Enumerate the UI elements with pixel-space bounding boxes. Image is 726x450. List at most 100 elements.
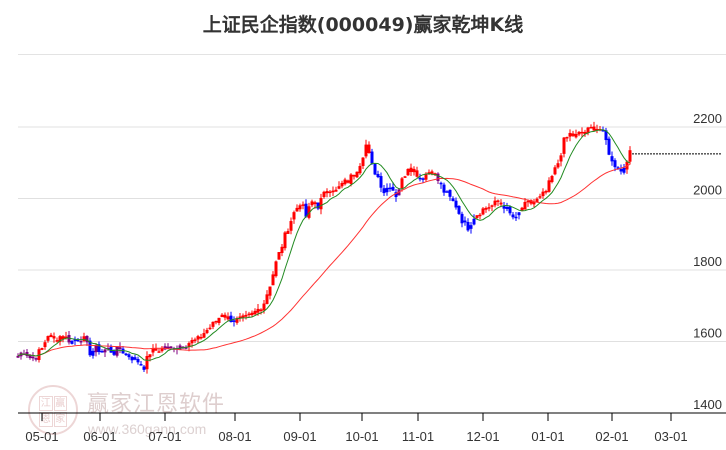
watermark-url: www.360gann.com [88, 421, 207, 437]
candle-body [154, 348, 158, 351]
candle-body [601, 129, 605, 132]
x-tick-label: 03-01 [654, 429, 687, 444]
candle-body [463, 220, 467, 223]
candle-body [43, 342, 47, 348]
y-tick-label: 1800 [693, 254, 722, 269]
candle-body [511, 214, 515, 218]
candle-body [286, 230, 290, 234]
candle-body [328, 191, 332, 194]
candle-body [604, 130, 608, 141]
candle-body [472, 218, 476, 225]
candle-body [229, 315, 233, 323]
y-tick-label: 2000 [693, 183, 722, 198]
candle-body [127, 354, 131, 358]
candle-body [556, 163, 560, 168]
candle-body [628, 150, 632, 162]
candle-body [40, 347, 44, 350]
candle-body [157, 351, 161, 353]
candle-body [454, 200, 458, 208]
candle-body [211, 321, 215, 327]
candle-body [202, 333, 206, 338]
candle-body [94, 345, 98, 353]
candle-body [466, 221, 470, 231]
candle-body [244, 314, 248, 317]
candle-body [550, 175, 554, 183]
candle-body [619, 168, 623, 172]
candle-body [445, 191, 449, 193]
candle-body [235, 317, 239, 323]
x-tick-label: 10-01 [345, 429, 378, 444]
candle-body [124, 353, 128, 356]
candle-body [139, 364, 143, 366]
candle-body [529, 199, 533, 204]
candle-body [394, 192, 398, 198]
candle-body [187, 343, 191, 348]
candle-body [478, 214, 482, 217]
candle-body [199, 337, 203, 339]
x-tick-label: 12-01 [466, 429, 499, 444]
x-axis-ticks: 05-01 06-01 07-01 08-01 09-01 10-01 11-01 12-01… [25, 413, 688, 444]
candle-body [373, 163, 377, 175]
candle-body [334, 189, 338, 192]
candle-body [130, 356, 134, 361]
candle-body [58, 336, 62, 342]
candle-body [361, 157, 365, 167]
candle-body [364, 144, 368, 157]
candle-body [421, 178, 425, 180]
candle-body [193, 339, 197, 341]
candle-body [277, 252, 281, 260]
candle-body [253, 310, 257, 315]
y-axis-labels: 1400 1600 1800 2000 2200 [693, 111, 722, 412]
candle-body [133, 357, 137, 360]
candle-body [577, 131, 581, 135]
x-tick-label: 09-01 [283, 429, 316, 444]
candle-body [523, 201, 527, 210]
candle-body [52, 336, 56, 339]
candle-body [385, 187, 389, 193]
candle-body [514, 216, 518, 219]
ma-long-line [17, 163, 631, 357]
candle-body [100, 351, 104, 353]
watermark-logo-char: 赢 [53, 396, 67, 411]
candle-body [142, 366, 146, 370]
candle-body [415, 170, 419, 177]
candle-body [616, 167, 620, 169]
candle-body [589, 127, 593, 129]
candle-body [358, 166, 362, 174]
candle-body [442, 184, 446, 193]
candle-body [238, 316, 242, 319]
candle-body [136, 359, 140, 363]
candle-body [319, 197, 323, 210]
candle-body [55, 340, 59, 342]
candle-body [412, 168, 416, 173]
candle-body [337, 186, 341, 189]
candle-body [574, 133, 578, 138]
y-tick-label: 2200 [693, 111, 722, 126]
candle-body [499, 202, 503, 205]
candle-body [31, 356, 35, 359]
x-tick-label: 02-01 [595, 429, 628, 444]
candle-body [439, 182, 443, 185]
candle-body [256, 308, 260, 313]
x-tick-label: 01-01 [531, 429, 564, 444]
candle-body [484, 207, 488, 210]
candle-body [226, 316, 230, 320]
candle-body [310, 201, 314, 206]
candle-body [88, 340, 92, 356]
candle-body [247, 313, 251, 316]
candle-body [214, 320, 218, 323]
watermark-logo-icon: 江 赢 恩 家 [28, 385, 78, 435]
x-tick-label: 08-01 [218, 429, 251, 444]
candle-body [262, 303, 266, 311]
candle-body [250, 312, 254, 316]
candle-body [265, 294, 269, 304]
y-tick-label: 1400 [693, 397, 722, 412]
candle-body [418, 177, 422, 180]
chart-title: 上证民企指数(000049)赢家乾坤K线 [202, 14, 524, 36]
candle-body [349, 174, 353, 184]
candle-body [487, 207, 491, 209]
candle-body [451, 198, 455, 201]
candle-body [538, 196, 542, 198]
candle-body [592, 126, 596, 131]
candle-body [475, 215, 479, 218]
